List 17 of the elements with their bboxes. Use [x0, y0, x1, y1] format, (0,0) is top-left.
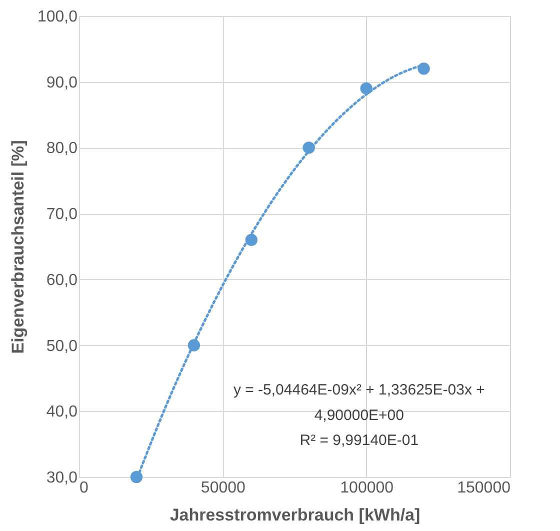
annotation: 4,90000E+00: [314, 406, 404, 424]
y-tick-label: 80,0: [46, 140, 78, 158]
y-tick-label: 60,0: [46, 272, 78, 289]
y-tick-label: 30,0: [46, 470, 78, 486]
y-axis-title: Eigenverbrauchsanteil [%]: [8, 140, 28, 354]
annotation: R² = 9,99140E-01: [300, 432, 419, 450]
annotation: y = -5,04464E-09x² + 1,33625E-03x +: [233, 381, 486, 398]
y-tick-label: 100,0: [37, 8, 78, 26]
x-tick-label: 50000: [200, 480, 246, 496]
y-tick-label: 70,0: [46, 206, 78, 224]
y-tick-label: 40,0: [46, 404, 78, 421]
x-tick-label: 150000: [457, 480, 511, 496]
x-tick-label: 100000: [340, 480, 394, 496]
y-tick-label: 90,0: [46, 74, 78, 92]
x-tick-label: 0: [80, 480, 88, 496]
y-tick-label: 50,0: [46, 338, 78, 355]
x-axis-title: Jahresstromverbrauch [kWh/a]: [170, 506, 420, 524]
